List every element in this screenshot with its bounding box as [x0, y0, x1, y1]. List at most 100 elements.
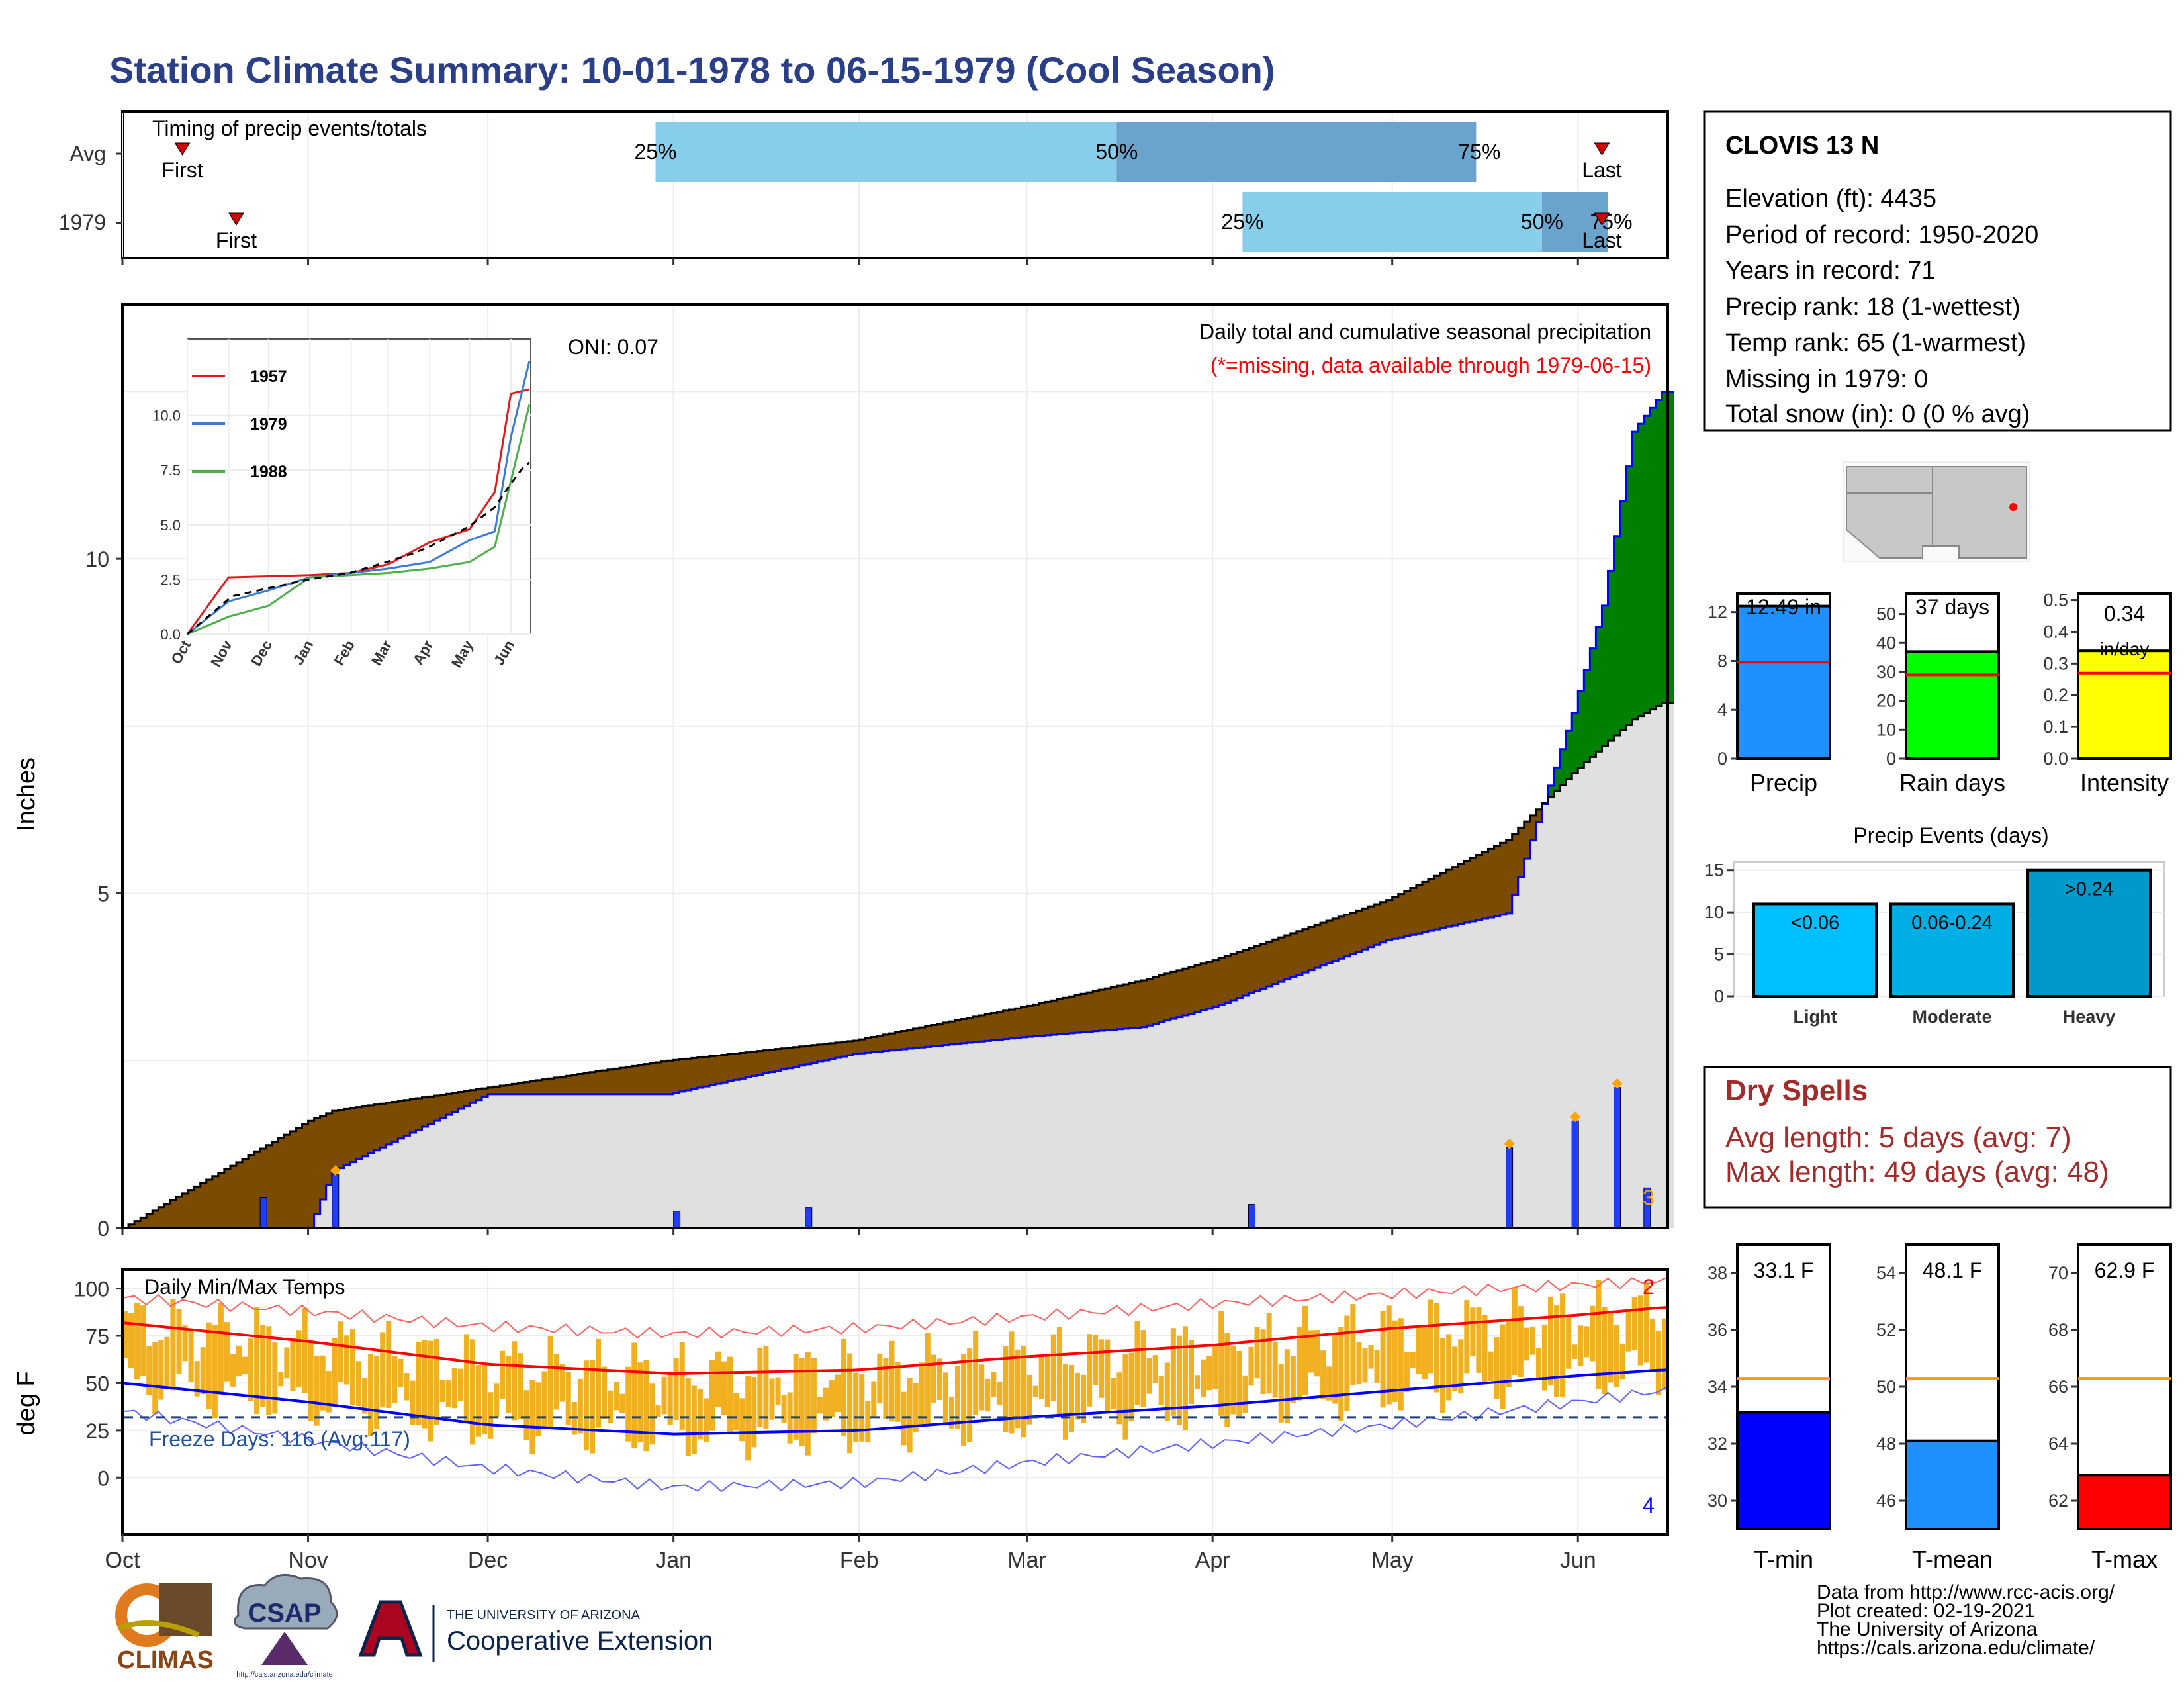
precip-gauge-0-bar [1736, 604, 1831, 761]
timing-year-bar-q3 [1541, 192, 1608, 252]
daily-temp-bar [1338, 1327, 1344, 1421]
daily-temp-bar [727, 1356, 733, 1432]
daily-precip-bar [332, 1174, 340, 1229]
daily-temp-bar [1661, 1318, 1667, 1391]
avg-max-line [122, 1306, 1668, 1376]
precip-gauge-2-tick-label: 0.0 [2043, 749, 2068, 769]
daily-temp-bar [787, 1392, 793, 1444]
temp-count-min: 4 [1643, 1493, 1655, 1517]
precip-gauge-1-tick-label: 40 [1876, 633, 1896, 653]
daily-temp-bar [1015, 1349, 1021, 1429]
daily-temp-bar [422, 1340, 428, 1429]
daily-temp-bar [847, 1353, 853, 1454]
daily-temp-bar [368, 1354, 374, 1436]
station-line-1: Elevation (ft): 4435 [1725, 185, 1936, 212]
daily-temp-bar [1608, 1313, 1614, 1383]
month-label: May [1371, 1548, 1414, 1573]
daily-temp-bar [602, 1366, 608, 1419]
daily-temp-bar [829, 1380, 835, 1417]
daily-temp-bar [739, 1398, 745, 1442]
daily-temp-bar [278, 1372, 284, 1387]
inset-y-tick-label: 5.0 [160, 517, 181, 534]
temp-y-tick-label: 50 [85, 1372, 109, 1395]
station-line-2: Period of record: 1950-2020 [1725, 221, 2038, 249]
daily-precip-bar [805, 1207, 813, 1229]
temp-gauge-2-tick-label: 64 [2048, 1434, 2068, 1454]
daily-temp-bar [500, 1350, 506, 1399]
daily-temp-bar [973, 1330, 979, 1415]
daily-temp-bar [439, 1380, 445, 1402]
daily-temp-bar [823, 1387, 829, 1421]
daily-temp-bar [907, 1378, 913, 1453]
timing-avg-last-label: Last [1582, 158, 1622, 182]
csap-logo-text: CSAP [248, 1599, 321, 1628]
daily-precip-bar [1248, 1204, 1255, 1229]
daily-temp-bar [1655, 1331, 1661, 1396]
events-category-label: Light [1794, 1007, 1837, 1027]
daily-temp-bar [769, 1378, 775, 1420]
daily-temp-bar [512, 1341, 518, 1421]
temp-gauges: 30 32 34 36 38 33.1 F T-min 46 48 50 52 54 48.1 F T-m… [1707, 1243, 2172, 1573]
daily-temp-bar [260, 1325, 266, 1407]
temp-y-tick-label: 0 [97, 1466, 109, 1490]
temp-y-tick-label: 25 [85, 1419, 109, 1443]
daily-temp-bar [1140, 1330, 1146, 1407]
daily-temp-bar [1290, 1355, 1296, 1403]
daily-temp-bar [1488, 1351, 1494, 1382]
daily-temp-bar [1602, 1307, 1608, 1395]
precip-gauge-unit: in/day [2100, 639, 2150, 659]
daily-temp-bar [1512, 1287, 1518, 1376]
daily-temp-bar [308, 1339, 314, 1421]
daily-temp-bar [535, 1382, 541, 1437]
events-bar-label: 0.06-0.24 [1911, 912, 1993, 933]
climas-logo: CLIMAS [115, 1583, 214, 1674]
daily-temp-bar [1476, 1307, 1482, 1373]
daily-temp-bar [811, 1357, 817, 1434]
daily-temp-bar [284, 1347, 290, 1379]
precip-gauge-1-bar [1905, 650, 2000, 760]
precip-gauge-0-tick-label: 0 [1717, 749, 1727, 769]
daily-temp-bar [1596, 1280, 1602, 1389]
station-location-marker [2009, 503, 2017, 511]
avg-min-line [122, 1368, 1668, 1436]
timing-panel: Timing of precip events/totals Avg 1979 … [59, 110, 1669, 265]
daily-temp-bar [979, 1364, 985, 1411]
daily-temp-bar [1500, 1324, 1506, 1410]
daily-temp-bar [1314, 1330, 1320, 1377]
daily-temp-bar [1206, 1356, 1212, 1391]
daily-temp-bar [349, 1329, 355, 1405]
dry-spells-box: Dry Spells Avg length: 5 days (avg: 7) M… [1703, 1066, 2172, 1209]
daily-temp-bar [386, 1321, 392, 1409]
daily-temp-bar [463, 1334, 469, 1423]
daily-temp-bar [697, 1388, 703, 1440]
daily-temp-bar [158, 1340, 164, 1400]
daily-temp-bar [218, 1303, 224, 1395]
month-label: Nov [288, 1548, 328, 1573]
daily-temp-bar [1038, 1356, 1044, 1399]
station-line-5: Temp rank: 65 (1-warmest) [1725, 329, 2026, 357]
temp-gauge-value: 33.1 F [1754, 1258, 1814, 1282]
events-category-label: Heavy [2063, 1007, 2116, 1027]
daily-temp-bar [1128, 1352, 1134, 1421]
inset-legend-label: 1988 [250, 463, 287, 481]
daily-temp-bar [577, 1378, 583, 1434]
precip-events-title: Precip Events (days) [1853, 823, 2048, 847]
temp-gauge-name: T-min [1754, 1546, 1813, 1573]
daily-temp-bar [1003, 1346, 1009, 1432]
daily-temp-bar [595, 1338, 602, 1428]
station-name: CLOVIS 13 N [1725, 132, 1879, 160]
daily-temp-bar [1272, 1342, 1278, 1398]
precip-events-chart: Precip Events (days) 0 5 10 15 <0.06 Light 0.0… [1704, 823, 2165, 1027]
inset-y-tick-label: 2.5 [160, 571, 181, 588]
daily-temp-bar [1404, 1352, 1410, 1392]
daily-temp-bar [1356, 1342, 1362, 1385]
daily-temp-bar [1105, 1339, 1111, 1413]
daily-temp-bar [763, 1346, 769, 1429]
precip-gauge-2-tick-label: 0.5 [2043, 590, 2068, 610]
daily-temp-bar [188, 1328, 194, 1382]
daily-temp-bar [889, 1340, 895, 1422]
temp-gauge-1-tick-label: 48 [1876, 1434, 1896, 1454]
precip-y-label: Inches [13, 757, 40, 831]
daily-temp-bar [661, 1376, 667, 1415]
